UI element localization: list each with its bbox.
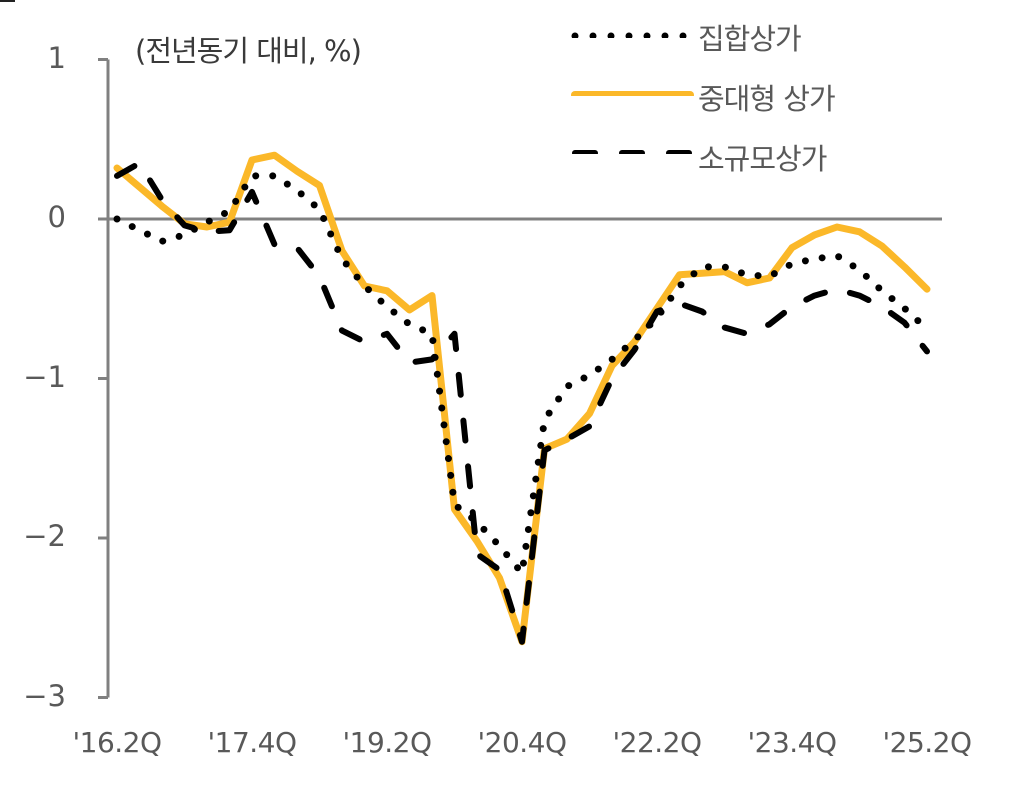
series-solid-line <box>113 151 931 646</box>
series-dotted-line <box>113 172 931 577</box>
corner-mark <box>0 0 15 2</box>
y-tick-label: −2 <box>23 519 66 553</box>
x-tick-label: '19.2Q <box>342 726 432 759</box>
solid-line-swatch-icon <box>571 91 694 96</box>
x-tick-label: '20.4Q <box>477 726 567 759</box>
y-tick-label: −1 <box>23 359 66 394</box>
x-tick-label: '25.2Q <box>882 726 972 759</box>
chart-axes <box>98 58 942 699</box>
legend-label: 중대형 상가 <box>698 82 836 116</box>
legend-item-small: 소규모상가 <box>570 136 930 176</box>
unit-label: (전년동기 대비, %) <box>135 34 362 68</box>
x-tick-label: '16.2Q <box>72 726 162 759</box>
legend-item-medium-large: 중대형 상가 <box>570 76 930 116</box>
legend-label: 집합상가 <box>698 22 802 56</box>
series-dashed-line <box>114 160 930 645</box>
legend-label: 소규모상가 <box>698 142 827 176</box>
dotted-line-swatch-icon <box>571 32 694 38</box>
x-tick-label: '22.2Q <box>612 726 702 759</box>
legend-item-collective: 집합상가 <box>570 16 930 56</box>
chart-series <box>113 151 931 646</box>
x-tick-label: '17.4Q <box>207 726 297 759</box>
y-tick-label: −3 <box>23 678 66 713</box>
y-tick-label: 1 <box>47 40 66 75</box>
y-tick-label: 0 <box>47 200 66 234</box>
dashed-line-swatch-icon <box>572 150 693 154</box>
x-tick-label: '23.4Q <box>747 726 837 759</box>
